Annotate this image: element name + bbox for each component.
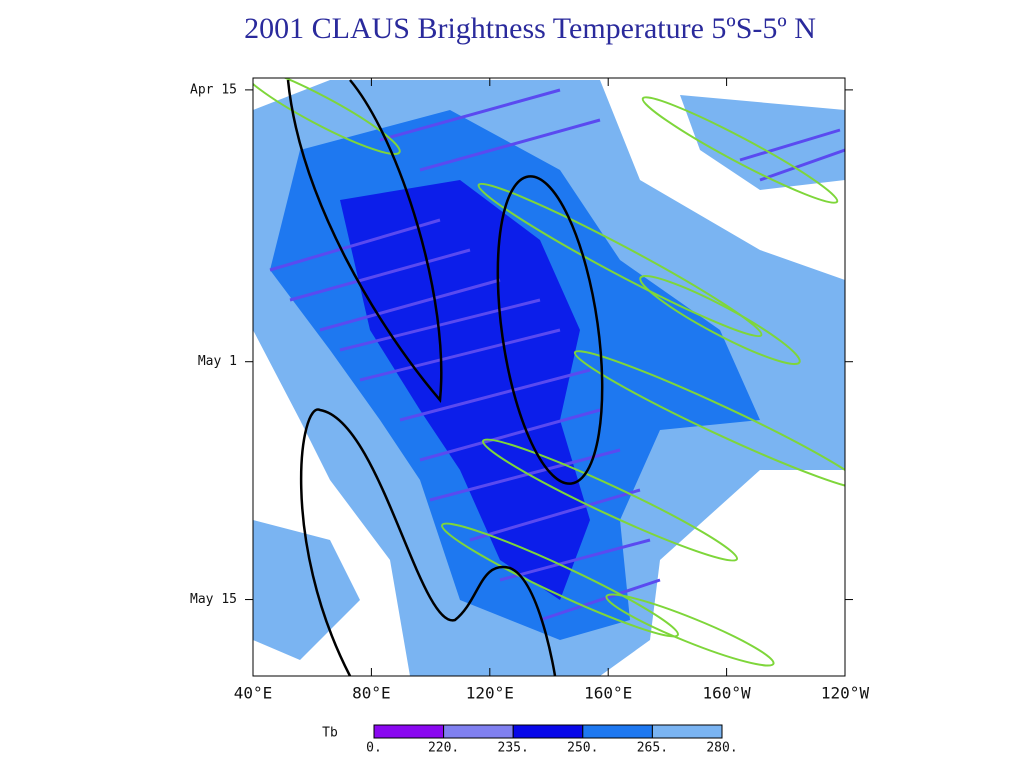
- colorbar-tick-label: 250.: [567, 741, 598, 756]
- y-tick-label: May 1: [198, 354, 237, 369]
- streaks: [269, 88, 845, 622]
- y-tick-label: May 15: [190, 592, 237, 607]
- colorbar-box: [651, 724, 723, 739]
- x-tick-label: 120°E: [466, 684, 514, 703]
- x-tick-label: 160°E: [584, 684, 632, 703]
- field: [253, 78, 845, 676]
- x-tick-label: 160°W: [703, 684, 752, 703]
- colorbar-tick-label: 235.: [498, 741, 529, 756]
- colorbar-tick-label: 0.: [366, 741, 382, 756]
- x-tick-label: 120°W: [821, 684, 870, 703]
- colorbar-box: [443, 724, 514, 739]
- black-contours: [286, 79, 604, 676]
- field-shade: [253, 520, 360, 660]
- colorbar-box: [582, 724, 653, 739]
- colorbar-label: Tb: [322, 726, 338, 741]
- green-contours: [253, 78, 845, 667]
- y-tick-label: Apr 15: [190, 82, 237, 97]
- plot-frame: [252, 77, 846, 677]
- field-shade: [340, 180, 590, 600]
- colorbar-tick-label: 280.: [706, 741, 737, 756]
- x-tick-label: 40°E: [234, 684, 273, 703]
- chart-title: 2001 CLAUS Brightness Temperature 5ºS-5º…: [244, 12, 816, 45]
- colorbar-box: [512, 724, 584, 739]
- colorbar-tick-label: 220.: [428, 741, 459, 756]
- colorbar-box: [373, 724, 445, 739]
- x-tick-label: 80°E: [352, 684, 391, 703]
- colorbar-tick-label: 265.: [637, 741, 668, 756]
- field-shade: [680, 95, 845, 190]
